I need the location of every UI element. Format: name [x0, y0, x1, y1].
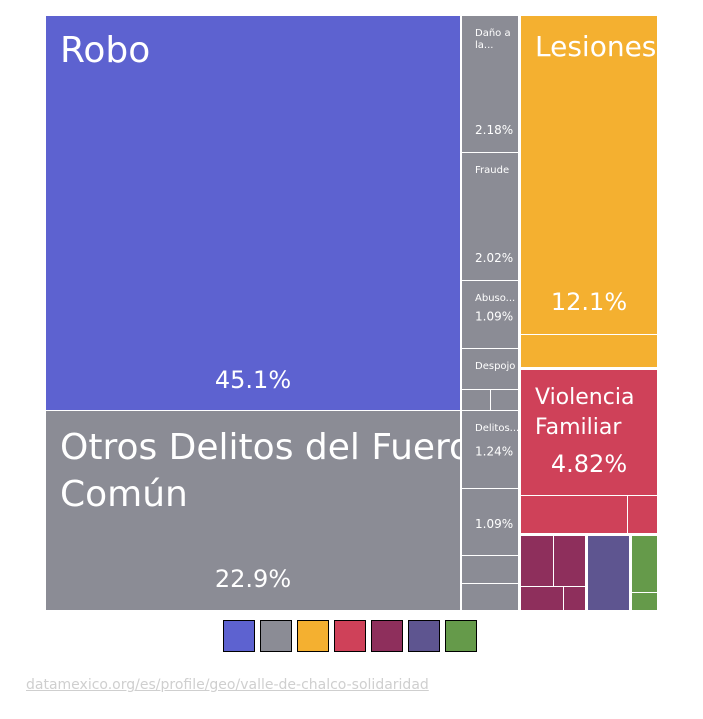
treemap-tile[interactable]: Delitos... 1.24% [462, 411, 519, 488]
treemap-tile-rect [462, 16, 518, 152]
treemap-tile-rect [632, 536, 657, 592]
treemap-tile[interactable] [462, 584, 518, 610]
treemap-tile-rect [462, 281, 518, 348]
legend-swatch[interactable] [223, 620, 255, 652]
treemap-tile-label: Lesiones [535, 30, 656, 63]
treemap-tile-label: la... [475, 40, 493, 51]
treemap-tile[interactable] [554, 536, 585, 586]
treemap-tile-rect [564, 587, 585, 610]
treemap-tile-rect [46, 411, 460, 610]
treemap-tile-rect [491, 390, 518, 410]
treemap-tile-value: 45.1% [215, 366, 291, 394]
treemap-tile-rect [521, 370, 657, 495]
treemap-tile[interactable]: Abuso... 1.09% [462, 281, 518, 348]
treemap-tile-rect [521, 16, 657, 334]
legend-swatch[interactable] [260, 620, 292, 652]
treemap-tile[interactable] [462, 390, 490, 410]
treemap-tile-rect [462, 390, 490, 410]
treemap-tile-rect [588, 536, 629, 610]
treemap-tile-rect [462, 489, 518, 555]
treemap-tile[interactable]: Fraude 2.02% [462, 153, 518, 280]
legend-swatch[interactable] [297, 620, 329, 652]
treemap-tile-rect [554, 536, 585, 586]
treemap-tile-rect [521, 536, 553, 586]
treemap-tile[interactable] [462, 556, 518, 583]
treemap-tile[interactable] [564, 587, 585, 610]
treemap-tile-rect [462, 556, 518, 583]
treemap-tile-value: 1.09% [475, 310, 513, 324]
treemap-tile[interactable] [491, 390, 518, 410]
treemap-tile[interactable] [632, 536, 657, 592]
treemap-tile[interactable] [588, 536, 629, 610]
treemap-chart: Robo 45.1% Otros Delitos del Fuero Común 22.… [46, 16, 657, 610]
treemap-tile-label: Otros Delitos del Fuero [60, 427, 471, 468]
treemap-tile-value: 2.18% [475, 123, 513, 137]
treemap-tile-label: Robo [60, 30, 150, 71]
treemap-tile[interactable] [521, 335, 657, 367]
treemap-tile[interactable] [521, 536, 553, 586]
treemap-tile-value: 12.1% [551, 288, 627, 316]
treemap-tile-label: Daño a [475, 28, 511, 39]
legend-swatch[interactable] [445, 620, 477, 652]
treemap-tile-value: 22.9% [215, 565, 291, 593]
treemap-tile[interactable] [521, 496, 627, 533]
treemap-tile-rect [462, 584, 518, 610]
treemap-tile-label: Fraude [475, 165, 509, 176]
treemap-tile-label: Delitos... [475, 423, 519, 434]
treemap-tile[interactable]: Despojo [462, 349, 518, 389]
treemap-tile-value: 1.24% [475, 445, 513, 459]
treemap-tile[interactable]: 1.09% [462, 489, 518, 555]
treemap-tile-rect [632, 593, 657, 610]
treemap-tile-rect [462, 411, 518, 488]
treemap-tile-rect [521, 587, 563, 610]
treemap-tile[interactable]: Otros Delitos del Fuero Común 22.9% [46, 411, 471, 610]
treemap-tile-rect [521, 335, 657, 367]
treemap-tile-rect [521, 496, 627, 533]
treemap-tile-value: 2.02% [475, 251, 513, 265]
treemap-tile-label: Común [60, 474, 188, 515]
treemap-tile-label: Abuso... [475, 293, 515, 304]
source-link[interactable]: datamexico.org/es/profile/geo/valle-de-c… [26, 677, 429, 693]
legend-swatch[interactable] [371, 620, 403, 652]
treemap-tile[interactable] [521, 587, 563, 610]
treemap-tile-value: 1.09% [475, 517, 513, 531]
treemap-tile[interactable]: Daño ala... 2.18% [462, 16, 518, 152]
treemap-tile[interactable] [628, 496, 657, 533]
legend-swatch[interactable] [408, 620, 440, 652]
treemap-tile[interactable]: Lesiones 12.1% [521, 16, 657, 334]
treemap-tile-rect [628, 496, 657, 533]
legend-swatch[interactable] [334, 620, 366, 652]
treemap-tile[interactable]: Robo 45.1% [46, 16, 460, 410]
treemap-tile[interactable] [632, 593, 657, 610]
treemap-tile[interactable]: Violencia Familiar 4.82% [521, 370, 657, 495]
treemap-tile-label: Despojo [475, 361, 515, 372]
treemap-tile-rect [462, 153, 518, 280]
treemap-tile-rect [462, 349, 518, 389]
treemap-tile-value: 4.82% [551, 450, 627, 478]
treemap-tile-label: Familiar [535, 415, 622, 440]
treemap-tile-label: Violencia [535, 385, 634, 410]
treemap-tile-rect [46, 16, 460, 410]
